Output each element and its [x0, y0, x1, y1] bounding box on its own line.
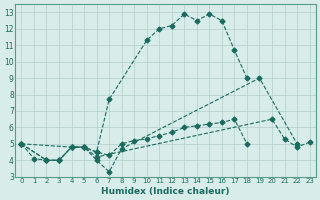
X-axis label: Humidex (Indice chaleur): Humidex (Indice chaleur)	[101, 187, 230, 196]
